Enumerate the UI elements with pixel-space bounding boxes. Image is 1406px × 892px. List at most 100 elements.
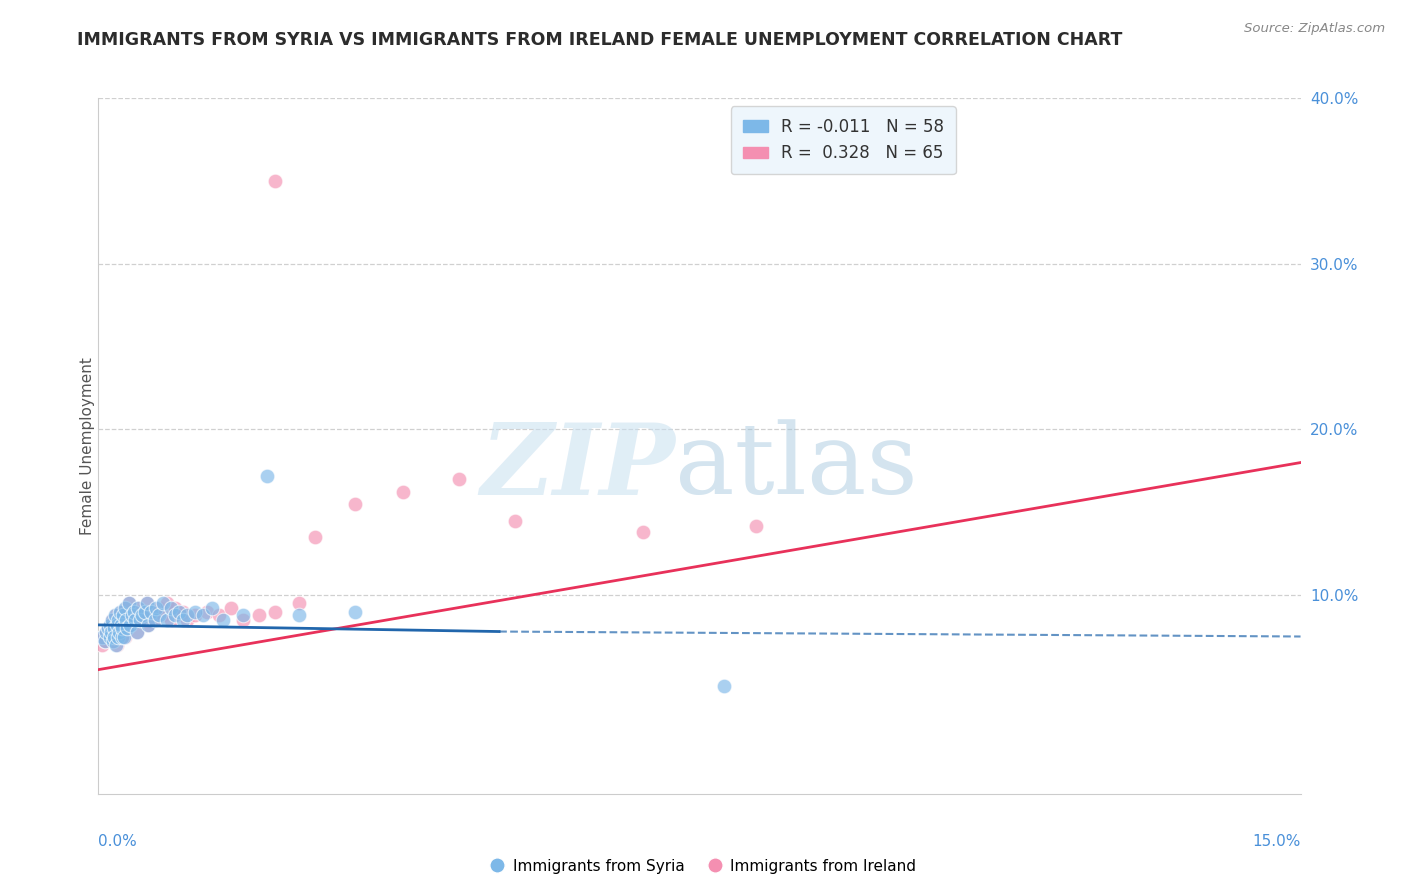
Point	[343, 497, 366, 511]
Point	[148, 607, 170, 622]
Point	[125, 624, 148, 639]
Point	[183, 605, 205, 619]
Point	[134, 605, 156, 619]
Point	[232, 607, 254, 622]
Point	[163, 607, 186, 622]
Point	[100, 618, 122, 632]
Text: atlas: atlas	[675, 419, 918, 515]
Point	[120, 618, 142, 632]
Point	[256, 468, 278, 483]
Text: 15.0%: 15.0%	[1253, 834, 1301, 849]
Point	[105, 607, 128, 622]
Point	[136, 618, 159, 632]
Point	[112, 621, 135, 635]
Point	[167, 605, 190, 619]
Point	[112, 630, 135, 644]
Point	[125, 624, 148, 639]
Point	[107, 630, 129, 644]
Point	[211, 613, 233, 627]
Point	[201, 601, 224, 615]
Point	[111, 630, 134, 644]
Point	[114, 630, 136, 644]
Point	[105, 638, 128, 652]
Point	[145, 601, 167, 615]
Legend: R = -0.011   N = 58, R =  0.328   N = 65: R = -0.011 N = 58, R = 0.328 N = 65	[731, 106, 956, 174]
Point	[124, 613, 146, 627]
Point	[167, 607, 190, 622]
Point	[139, 605, 162, 619]
Point	[96, 624, 118, 639]
Point	[129, 613, 152, 627]
Point	[94, 634, 117, 648]
Point	[159, 601, 181, 615]
Point	[247, 607, 270, 622]
Point	[104, 607, 127, 622]
Point	[713, 679, 735, 693]
Point	[152, 607, 174, 622]
Point	[172, 605, 194, 619]
Point	[263, 605, 285, 619]
Point	[108, 624, 131, 639]
Point	[134, 605, 156, 619]
Point	[139, 605, 162, 619]
Point	[183, 607, 205, 622]
Point	[343, 605, 366, 619]
Legend: Immigrants from Syria, Immigrants from Ireland: Immigrants from Syria, Immigrants from I…	[484, 853, 922, 880]
Point	[128, 601, 150, 615]
Point	[114, 601, 136, 615]
Text: Source: ZipAtlas.com: Source: ZipAtlas.com	[1244, 22, 1385, 36]
Point	[98, 630, 121, 644]
Point	[100, 618, 122, 632]
Point	[91, 630, 114, 644]
Point	[172, 613, 194, 627]
Text: IMMIGRANTS FROM SYRIA VS IMMIGRANTS FROM IRELAND FEMALE UNEMPLOYMENT CORRELATION: IMMIGRANTS FROM SYRIA VS IMMIGRANTS FROM…	[77, 31, 1123, 49]
Point	[112, 607, 135, 622]
Point	[118, 596, 141, 610]
Point	[124, 613, 146, 627]
Point	[143, 613, 166, 627]
Point	[98, 630, 121, 644]
Point	[195, 605, 218, 619]
Point	[121, 607, 143, 622]
Point	[101, 613, 124, 627]
Point	[97, 621, 120, 635]
Point	[131, 607, 153, 622]
Point	[118, 596, 141, 610]
Point	[122, 605, 145, 619]
Point	[100, 624, 122, 639]
Point	[136, 618, 159, 632]
Point	[103, 621, 125, 635]
Point	[103, 621, 125, 635]
Point	[148, 601, 170, 615]
Point	[744, 518, 766, 533]
Point	[91, 630, 114, 644]
Point	[263, 174, 285, 188]
Point	[108, 624, 131, 639]
Point	[103, 630, 125, 644]
Point	[208, 607, 231, 622]
Point	[159, 613, 181, 627]
Point	[128, 601, 150, 615]
Point	[107, 613, 129, 627]
Point	[97, 621, 120, 635]
Point	[112, 607, 135, 622]
Text: 0.0%: 0.0%	[98, 834, 138, 849]
Point	[121, 607, 143, 622]
Point	[176, 613, 198, 627]
Point	[105, 618, 128, 632]
Text: ZIP: ZIP	[481, 418, 675, 515]
Point	[111, 618, 134, 632]
Point	[100, 624, 122, 639]
Point	[633, 525, 655, 540]
Point	[108, 605, 131, 619]
Point	[103, 630, 125, 644]
Point	[110, 605, 132, 619]
Point	[191, 607, 214, 622]
Point	[117, 621, 139, 635]
Point	[447, 472, 470, 486]
Point	[152, 596, 174, 610]
Point	[101, 634, 124, 648]
Y-axis label: Female Unemployment: Female Unemployment	[80, 357, 94, 535]
Point	[114, 601, 136, 615]
Point	[122, 605, 145, 619]
